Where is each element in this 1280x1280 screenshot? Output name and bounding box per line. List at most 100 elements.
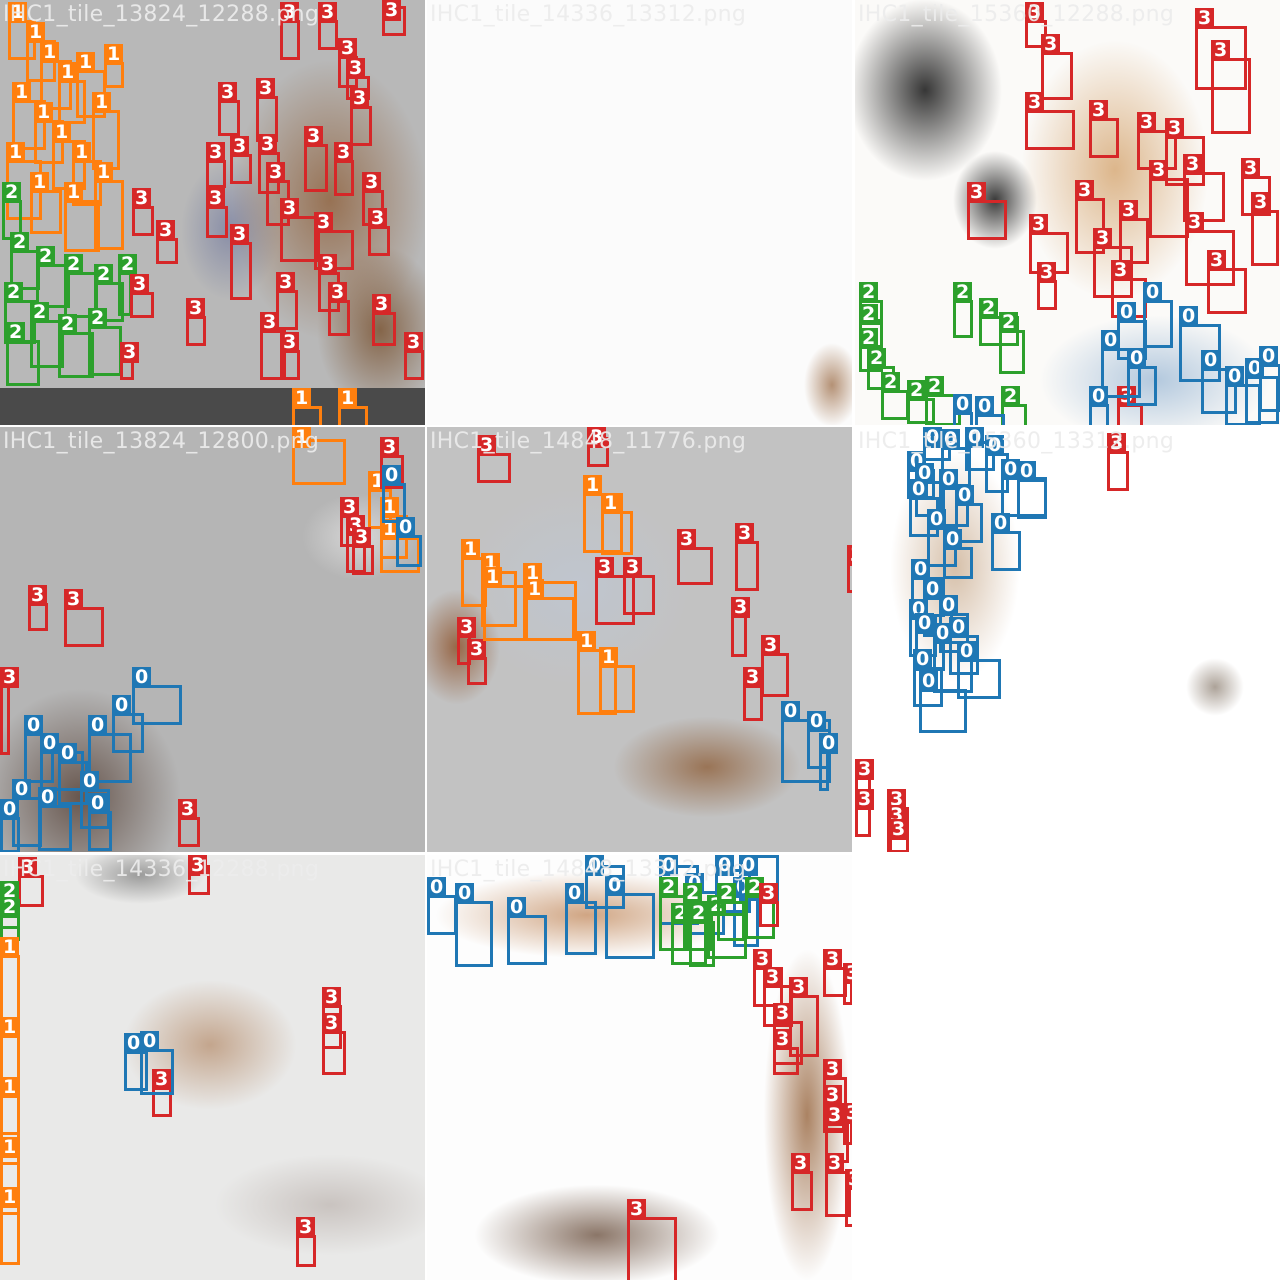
- detection-box: [677, 547, 713, 585]
- detection-class-label: 0: [396, 517, 416, 538]
- detection-class-label: 3: [1211, 40, 1231, 61]
- detection-class-label: 1: [0, 1017, 20, 1038]
- detection-class-label: 0: [1127, 348, 1147, 369]
- detection-class-label: 3: [889, 819, 909, 840]
- detection-class-label: 3: [623, 557, 643, 578]
- detection-box: [1127, 366, 1157, 406]
- detection-class-label: 1: [92, 92, 112, 113]
- detection-box: [791, 1171, 813, 1211]
- detection-overlay: 333333333333111111111000: [427, 427, 852, 852]
- detection-class-label: 3: [825, 1105, 845, 1126]
- detection-class-label: 2: [58, 314, 78, 335]
- detection-class-label: 3: [773, 1003, 793, 1024]
- detection-box: [372, 312, 396, 346]
- detection-box: [843, 981, 852, 1005]
- detection-box: [120, 360, 134, 380]
- detection-class-label: 3: [380, 437, 400, 458]
- detection-box: [1107, 451, 1129, 491]
- detection-class-label: 3: [206, 188, 226, 209]
- detection-class-label: 3: [823, 1085, 843, 1106]
- detection-class-label: 3: [1041, 34, 1061, 55]
- detection-class-label: 0: [1017, 461, 1037, 482]
- detection-class-label: 0: [985, 435, 1005, 456]
- detection-class-label: 3: [156, 220, 176, 241]
- detection-class-label: 0: [975, 396, 995, 417]
- detection-class-label: 3: [1195, 8, 1215, 29]
- detection-class-label: 3: [773, 1029, 793, 1050]
- detection-box: [0, 685, 10, 755]
- detection-class-label: 3: [791, 1153, 811, 1174]
- detection-box: [334, 160, 354, 196]
- detection-class-label: 2: [0, 897, 20, 918]
- detection-box: [276, 290, 298, 330]
- detection-box: [88, 733, 132, 783]
- detection-class-label: 1: [483, 567, 503, 588]
- detection-box: [38, 805, 72, 851]
- detection-class-label: 3: [763, 967, 783, 988]
- detection-class-label: 0: [911, 559, 931, 580]
- detection-box: [731, 615, 747, 657]
- detection-class-label: 3: [334, 142, 354, 163]
- detection-class-label: 3: [731, 597, 751, 618]
- detection-class-label: 0: [88, 715, 108, 736]
- detection-class-label: 3: [280, 2, 300, 23]
- detection-class-label: 3: [404, 332, 424, 353]
- detection-box: [18, 875, 44, 907]
- detection-class-label: 3: [1025, 92, 1045, 113]
- detection-class-label: 1: [64, 182, 84, 203]
- image-tile: IHC1_tile_14336_13312.png: [427, 0, 852, 425]
- detection-class-label: 0: [939, 595, 959, 616]
- detection-box: [467, 657, 487, 685]
- detection-box: [1119, 218, 1149, 264]
- detection-class-label: 1: [76, 52, 96, 73]
- detection-class-label: 0: [915, 613, 935, 634]
- detection-class-label: 3: [120, 342, 140, 363]
- detection-class-label: 0: [1259, 346, 1279, 367]
- detection-class-label: 2: [999, 312, 1019, 333]
- detection-class-label: 0: [939, 469, 959, 490]
- detection-class-label: 2: [859, 282, 879, 303]
- detection-class-label: 2: [683, 883, 703, 904]
- detection-class-label: 3: [186, 298, 206, 319]
- detection-class-label: 0: [12, 779, 32, 800]
- detection-class-label: 1: [525, 579, 545, 600]
- detection-class-label: 2: [689, 903, 709, 924]
- detection-class-label: 2: [0, 881, 20, 902]
- detection-class-label: 0: [1089, 386, 1109, 407]
- detection-box: [380, 537, 420, 573]
- detection-class-label: 0: [38, 787, 58, 808]
- detection-class-label: 1: [0, 1137, 20, 1158]
- detection-class-label: 0: [819, 733, 839, 754]
- detection-class-label: 3: [1025, 2, 1045, 23]
- detection-class-label: 1: [577, 631, 597, 652]
- detection-box: [565, 901, 597, 955]
- empty-slot: [855, 855, 1280, 1280]
- detection-class-label: 0: [923, 579, 943, 600]
- detection-class-label: 0: [933, 623, 953, 644]
- detection-class-label: 0: [80, 771, 100, 792]
- detection-box: [1185, 230, 1235, 286]
- detection-box: [735, 541, 759, 591]
- detection-class-label: 2: [64, 254, 84, 275]
- detection-class-label: 3: [1183, 154, 1203, 175]
- detection-class-label: 0: [1143, 282, 1163, 303]
- detection-class-label: 1: [40, 42, 60, 63]
- image-tile: IHC1_tile_14848_13312.png 00000000000222…: [427, 855, 852, 1280]
- detection-class-label: 3: [338, 38, 358, 59]
- detection-box: [819, 751, 829, 791]
- detection-class-label: 0: [124, 1033, 144, 1054]
- detection-class-label: 1: [6, 142, 26, 163]
- detection-box: [28, 603, 48, 631]
- detection-class-label: 0: [585, 855, 605, 876]
- detection-box: [0, 817, 20, 852]
- detection-box: [280, 216, 320, 262]
- detection-class-label: 1: [599, 647, 619, 668]
- detection-class-label: 2: [118, 254, 138, 275]
- detection-box: [1207, 268, 1247, 314]
- detection-box: [455, 901, 493, 967]
